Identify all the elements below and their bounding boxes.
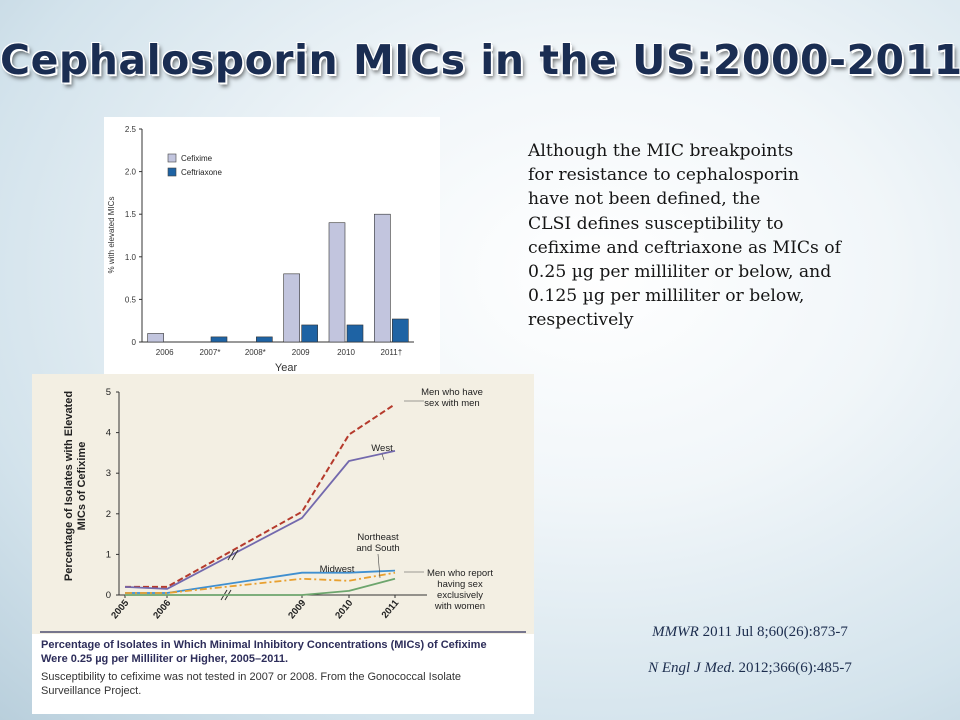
y-tick-label: 0 [106,590,111,601]
line-break-mark [227,549,239,561]
citation-detail: . 2012;366(6):485-7 [731,660,852,676]
y-axis-label-line: MICs of Cefixime [76,442,88,531]
y-axis: 0 0.5 1.0 1.5 2.0 2.5 % with elevated MICs [107,125,143,347]
y-tick-label: 0 [132,338,137,347]
label-msw-line: Men who report [427,568,493,579]
y-axis-label: % with elevated MICs [107,197,116,274]
x-axis: 2006 2007* 2008* 2009 2010 2011† Year [142,341,414,374]
label-ne-south-leader [377,553,381,579]
y-tick-label: 2.5 [125,125,137,134]
series-lines [124,403,396,596]
paragraph-line: CLSI defines susceptibility to [528,213,784,234]
y-tick-label: 2.0 [125,168,137,177]
line-chart: Percentage of Isolates with Elevated MIC… [32,374,534,697]
citation-nejm: N Engl J Med. 2012;366(6):485-7 [600,660,900,677]
series-line-msw [125,577,396,596]
label-west-leader [381,453,385,461]
y-tick-label: 1.5 [125,210,137,219]
series-labels: Men who have sex with men West Northeast… [320,387,494,612]
label-msm-line: Men who have [421,387,483,398]
x-tick-label: 2006 [156,348,174,357]
caption-line: Surveillance Project. [41,685,141,697]
series-line-msm [125,403,396,588]
paragraph-line: have not been defined, the [528,189,761,210]
y-tick-label: 4 [106,428,111,439]
y-tick-label: 0.5 [125,295,137,304]
bar-cefixime-2009 [283,273,300,343]
bar-ceftriaxone-2007 [210,336,228,343]
x-tick-label: 2011† [381,348,403,357]
paragraph-line: 0.125 µg per milliliter or below, [528,286,805,307]
caption-title-line: Were 0.25 µg per Milliliter or Higher, 2… [41,653,288,665]
caption-title-line: Percentage of Isolates in Which Minimal … [41,639,487,651]
y-tick-label: 2 [106,509,111,520]
slide-title: Cephalosporin MICs in the US:2000-2011 [0,36,960,84]
y-axis-label-line: Percentage of Isolates with Elevated [63,391,75,581]
citation-mmwr: MMWR 2011 Jul 8;60(26):873-7 [600,624,900,641]
plot-background [32,374,534,634]
label-msw-line: with women [434,601,485,612]
paragraph-line: for resistance to cephalosporin [528,165,800,186]
paragraph-line: cefixime and ceftriaxone as MICs of [528,237,842,258]
x-axis-label: Year [275,362,298,374]
bar-ceftriaxone-2009 [301,324,318,343]
label-midwest: Midwest [320,564,355,575]
legend: Cefixime Ceftriaxone [167,153,222,177]
line-chart-panel: Percentage of Isolates with Elevated MIC… [32,374,534,714]
x-tick-label: 2009 [292,348,310,357]
y-tick-label: 5 [106,387,111,398]
y-axis: 0 1 2 3 4 5 [106,387,120,601]
body-paragraph: Although the MIC breakpoints for resista… [528,139,928,333]
citation-journal: MMWR [652,624,699,640]
bar-ceftriaxone-2008 [256,336,273,343]
legend-label-cefixime: Cefixime [181,154,213,163]
caption-line: Susceptibility to cefixime was not teste… [41,671,461,683]
legend-swatch-cefixime [167,153,177,163]
bar-cefixime-2010 [328,222,346,343]
x-tick-label: 2007* [200,348,221,357]
paragraph-line: 0.25 µg per milliliter or below, and [528,262,832,283]
figure-caption: Percentage of Isolates in Which Minimal … [41,639,487,697]
label-msm-line: sex with men [424,398,479,409]
y-axis-label: Percentage of Isolates with Elevated MIC… [63,391,88,581]
label-msw-line: exclusively [437,590,483,601]
paragraph-line: respectively [528,310,634,331]
legend-label-ceftriaxone: Ceftriaxone [181,168,222,177]
bar-chart: 0 0.5 1.0 1.5 2.0 2.5 % with elevated MICs 20… [107,125,414,374]
x-tick-label: 2008* [245,348,266,357]
x-tick-label: 2010 [337,348,355,357]
label-west: West [371,443,393,454]
paragraph-line: Although the MIC breakpoints [528,141,794,161]
bar-cefixime-2006 [147,333,164,343]
y-tick-label: 3 [106,468,111,479]
bar-cefixime-2011 [374,213,391,343]
citation-detail: 2011 Jul 8;60(26):873-7 [698,624,848,640]
bar-group [147,213,409,343]
label-ne-south-line: and South [356,543,399,554]
bar-chart-panel: 0 0.5 1.0 1.5 2.0 2.5 % with elevated MICs 20… [104,117,440,375]
series-line-midwest [125,569,396,594]
series-line-northeast-south [125,571,396,594]
y-tick-label: 1 [106,549,111,560]
label-ne-south-line: Northeast [357,532,399,543]
bar-ceftriaxone-2010 [346,324,364,343]
label-msw-line: having sex [437,579,483,590]
legend-swatch-ceftriaxone [167,167,177,177]
y-tick-label: 1.0 [125,253,137,262]
citation-journal: N Engl J Med [648,660,732,676]
bar-ceftriaxone-2011 [392,318,409,343]
series-line-west [124,450,396,590]
